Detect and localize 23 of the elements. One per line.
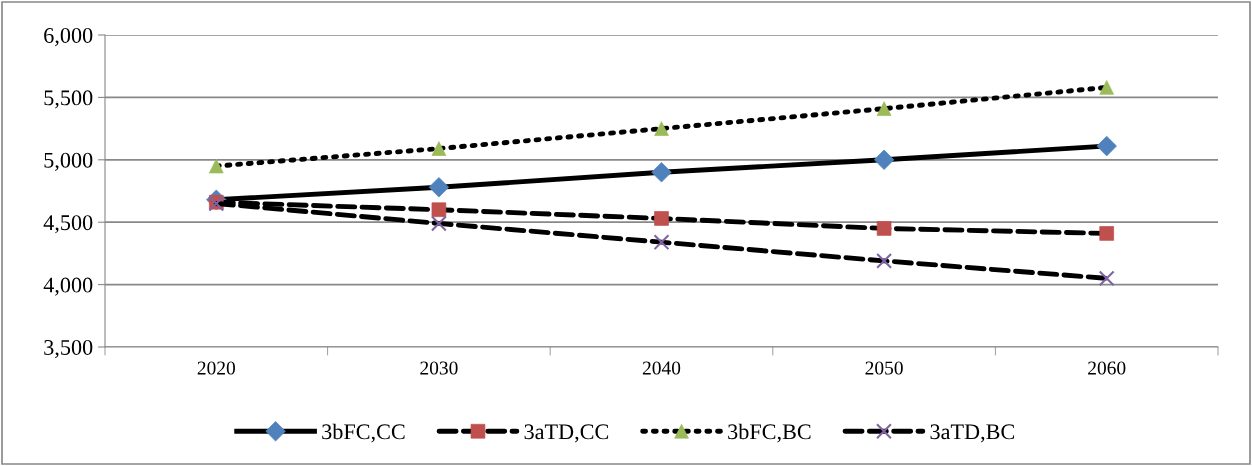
x-tick-label: 2020 [197,361,235,375]
legend-label: 3bFC,BC [728,423,811,443]
legend-label: 3bFC,CC [322,423,405,443]
point [876,101,892,116]
legend-label: 3aTD,CC [524,424,609,443]
point [430,215,447,232]
point [653,234,670,251]
point [431,202,447,218]
point [431,141,447,156]
x-tick-label: 2030 [420,361,458,375]
x-tick-label: 2060 [1088,361,1126,375]
x-tick-label: 2040 [642,361,681,375]
point [1098,270,1115,287]
y-tick-label: 6,000 [44,27,93,47]
y-tick-label: 5,500 [44,90,93,109]
point [876,252,893,269]
legend-label: 3aTD,BC [930,424,1015,443]
y-tick-label: 4,000 [43,277,93,296]
point [873,149,895,170]
x-tick-label: 2050 [865,361,903,375]
y-tick-label: 5,000 [44,152,93,171]
y-tick-label: 4,500 [43,215,93,234]
y-tick-label: 3,500 [44,339,93,359]
